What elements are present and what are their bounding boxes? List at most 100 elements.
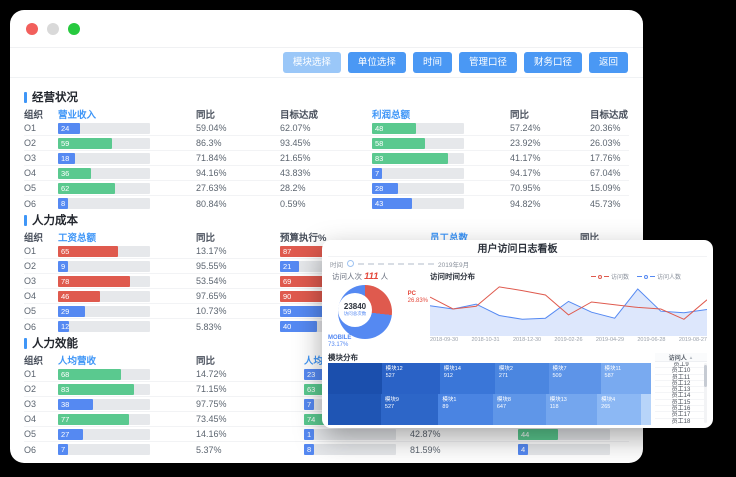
bar-chart-cell: 12 — [58, 321, 150, 332]
visitor-list-item[interactable]: 员工11 — [655, 375, 707, 381]
visitor-list-scrollbar[interactable] — [704, 363, 707, 423]
column-header-同比: 同比 — [196, 109, 216, 121]
pct-value: 5.83% — [196, 321, 222, 332]
bar-chart-cell: 46 — [58, 290, 150, 302]
column-header-预算执行%: 预算执行% — [280, 232, 327, 244]
x-tick-label: 2018-12-30 — [512, 337, 542, 343]
heatmap-cell-模块9: 模块9 527 — [380, 394, 439, 425]
visitor-list-item[interactable]: 员工10 — [655, 368, 707, 375]
module-heatmap-block: 模块分布 模块12 527 模块14 912 模块2 271 模块7 509 模块11 587 模块… — [328, 353, 652, 425]
bar-chart-cell: 27 — [58, 428, 150, 440]
pct-value: 26.03% — [590, 138, 621, 148]
x-tick-label: 2018-09-30 — [430, 337, 459, 343]
window-titlebar — [10, 10, 643, 48]
pct-value: 70.95% — [510, 183, 541, 193]
bar-chart-cell: 7 — [372, 167, 464, 179]
column-header-link-员工总数[interactable]: 员工总数 — [430, 232, 469, 244]
heatmap-cell-模块1: 模块1 89 — [438, 394, 493, 425]
toolbar-button-财务口径[interactable]: 财务口径 — [523, 51, 582, 74]
legend-item-访问数[interactable]: 访问数 — [590, 272, 629, 281]
table-row-O6: O6 7 5.37% 8 81.59% 4 — [24, 442, 629, 457]
heatmap-cell-模块12: 模块12 527 — [381, 363, 440, 394]
maximize-button[interactable] — [68, 22, 80, 35]
bar-chart-cell: 9 — [58, 260, 150, 272]
close-button[interactable] — [26, 22, 38, 35]
org-label: O4 — [24, 168, 37, 178]
toolbar-button-管理口径[interactable]: 管理口径 — [458, 51, 517, 74]
visit-count-prefix: 访问人次 — [332, 272, 362, 281]
column-header-同比: 同比 — [580, 232, 600, 244]
column-header-link-人均营收[interactable]: 人均营收 — [58, 355, 97, 367]
mobile-share-label: MOBILE 73.17% — [328, 335, 352, 348]
visitor-list-item[interactable]: 员工9 — [655, 362, 707, 369]
visitor-list-item[interactable]: 员工13 — [655, 387, 707, 394]
pct-value: 41.17% — [510, 153, 541, 163]
org-label: O5 — [24, 306, 37, 316]
access-time-block: 访问时间分布 访问数 访问人数 2018-09-30 2018-10-31 2018-… — [430, 270, 707, 352]
scrollbar-thumb[interactable] — [704, 365, 707, 387]
sort-asc-icon[interactable]: ▲ — [688, 354, 694, 360]
x-tick-label: 2018-10-31 — [471, 337, 500, 343]
toolbar-button-模块选择[interactable]: 模块选择 — [282, 51, 341, 74]
org-label: O4 — [24, 414, 37, 424]
time-slider-value: 2019年9月 — [438, 261, 470, 269]
time-slider-label: 时间 — [330, 261, 343, 269]
visitor-list-item[interactable]: 员工18 — [655, 419, 707, 424]
toolbar-button-时间[interactable]: 时间 — [412, 51, 452, 74]
pct-value: 86.3% — [196, 138, 222, 148]
pct-value: 20.36% — [590, 123, 621, 133]
bar-chart-cell: 8 — [304, 444, 396, 455]
pct-value: 42.87% — [410, 429, 441, 439]
column-header-link-营业收入[interactable]: 营业收入 — [58, 109, 97, 121]
donut-total-value: 23840 — [343, 302, 367, 311]
pct-value: 15.09% — [590, 183, 621, 193]
heatmap-cell-模块14: 模块14 912 — [439, 363, 495, 394]
section-经营状况: 经营状况 组织 营业收入 同比 目标达成 利润总额 同比 目标达成 O1 24 59.04% 62.0… — [24, 88, 629, 211]
pct-value: 59.04% — [196, 123, 227, 133]
legend-item-访问人数[interactable]: 访问人数 — [636, 272, 681, 281]
time-slider-track[interactable] — [358, 262, 434, 265]
pct-value: 14.16% — [196, 429, 227, 439]
column-header-link-利润总额[interactable]: 利润总额 — [372, 109, 411, 121]
x-tick-label: 2019-02-26 — [554, 337, 583, 343]
minimize-button[interactable] — [47, 22, 59, 35]
pct-value: 28.2% — [280, 183, 306, 193]
visit-count-value: 111 — [364, 271, 379, 282]
time-slider-handle[interactable] — [347, 260, 354, 267]
toolbar-button-返回[interactable]: 返回 — [588, 51, 628, 74]
pct-value: 81.59% — [410, 444, 441, 455]
line-chart-legend: 访问数 访问人数 — [590, 272, 681, 281]
heatmap-cell — [328, 363, 382, 394]
visitor-list-header: 访问人 — [668, 355, 687, 362]
table-row-O1: O1 24 59.04% 62.07% 48 57.24% 20.36% — [24, 121, 629, 136]
column-header-link-工资总额[interactable]: 工资总额 — [58, 232, 97, 244]
x-tick-label: 2019-06-28 — [637, 337, 666, 343]
x-tick-label: 2019-04-29 — [595, 337, 625, 343]
visit-count-stat: 访问人次 111 人 — [328, 271, 430, 283]
visitor-list-item[interactable]: 员工16 — [655, 406, 707, 413]
line-chart-x-axis: 2018-09-30 2018-10-31 2018-12-30 2019-02-26… — [430, 336, 707, 344]
heatmap-cell-模块4: 模块4 265 — [597, 394, 641, 425]
bar-chart-cell: 78 — [58, 275, 150, 287]
pct-value: 13.17% — [196, 246, 227, 256]
heatmap-title: 模块分布 — [328, 353, 358, 362]
pct-value: 14.72% — [196, 369, 227, 379]
pct-value: 5.37% — [196, 444, 222, 455]
heatmap-cell-模块8: 模块8 647 — [492, 394, 546, 425]
org-label: O4 — [24, 291, 37, 301]
visitor-list-item[interactable]: 员工14 — [655, 393, 707, 400]
pct-value: 94.16% — [196, 168, 227, 178]
pct-value: 17.76% — [590, 153, 621, 163]
pct-value: 27.63% — [196, 183, 227, 193]
org-label: O6 — [24, 198, 37, 209]
visitor-list-item[interactable]: 员工17 — [655, 412, 707, 419]
pct-value: 62.07% — [280, 123, 311, 133]
visitor-list-item[interactable]: 员工15 — [655, 400, 707, 407]
bar-chart-cell: 44 — [518, 428, 610, 440]
pct-value: 21.65% — [280, 153, 311, 163]
column-header-同比: 同比 — [510, 109, 530, 121]
pct-value: 53.54% — [196, 276, 227, 286]
bar-chart-cell: 24 — [58, 122, 150, 134]
visitor-list-item[interactable]: 员工12 — [655, 381, 707, 388]
toolbar-button-单位选择[interactable]: 单位选择 — [347, 51, 406, 74]
